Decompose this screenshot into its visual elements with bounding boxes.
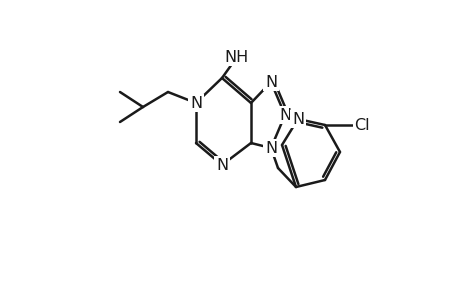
Text: N: N — [215, 158, 228, 172]
Text: N: N — [190, 95, 202, 110]
Text: N: N — [264, 140, 276, 155]
Text: NH: NH — [224, 50, 249, 64]
Text: N: N — [291, 112, 303, 127]
Text: N: N — [264, 74, 276, 89]
Text: Cl: Cl — [353, 118, 369, 133]
Text: N: N — [278, 107, 291, 122]
